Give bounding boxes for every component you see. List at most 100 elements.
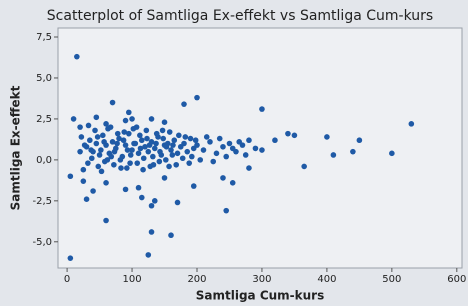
point <box>142 143 148 150</box>
point <box>77 148 83 155</box>
point <box>85 122 92 129</box>
point <box>87 137 93 144</box>
x-tick-label: 100 <box>122 274 141 285</box>
point <box>229 145 236 152</box>
point <box>189 153 195 160</box>
point <box>124 147 131 153</box>
point <box>156 158 163 165</box>
point <box>144 135 150 142</box>
point <box>220 175 226 181</box>
point <box>160 135 167 142</box>
point <box>181 101 187 107</box>
point <box>111 148 118 155</box>
point <box>103 217 109 224</box>
point <box>259 147 265 153</box>
point <box>356 137 363 144</box>
point <box>114 130 121 137</box>
point <box>161 175 168 181</box>
point <box>146 142 153 148</box>
point <box>223 207 230 214</box>
point <box>242 152 249 158</box>
chart-title: Scatterplot of Samtliga Ex-effekt vs Sam… <box>47 8 433 24</box>
point <box>210 158 217 165</box>
point <box>96 152 103 158</box>
point <box>259 106 265 112</box>
point <box>95 163 102 170</box>
point <box>157 148 163 155</box>
point <box>134 160 141 166</box>
plot-area <box>57 27 463 269</box>
point <box>174 199 181 206</box>
point <box>104 157 111 163</box>
point <box>174 150 181 157</box>
point <box>80 166 87 173</box>
point <box>148 202 155 209</box>
point <box>389 150 395 157</box>
point <box>98 147 104 153</box>
point <box>70 116 77 122</box>
point <box>129 116 135 122</box>
point <box>150 161 157 168</box>
point <box>94 134 101 140</box>
point <box>133 124 140 130</box>
point <box>285 130 291 137</box>
point <box>213 150 220 157</box>
point <box>301 163 307 170</box>
point <box>135 150 142 157</box>
point <box>166 163 172 170</box>
point <box>124 165 130 171</box>
point <box>88 147 94 153</box>
point <box>176 132 182 139</box>
x-tick-label: 600 <box>447 274 466 285</box>
y-axis-label: Samtliga Ex-effekt <box>9 85 23 210</box>
point <box>171 137 178 144</box>
point <box>90 188 96 194</box>
point <box>122 117 129 124</box>
point <box>192 137 199 144</box>
point <box>190 183 197 189</box>
point <box>111 161 117 168</box>
point <box>173 161 180 168</box>
point <box>137 145 144 152</box>
point <box>103 121 109 127</box>
point <box>197 157 204 163</box>
point <box>168 232 174 239</box>
y-tick-label: 0,0 <box>36 155 52 166</box>
point <box>330 152 337 158</box>
point <box>127 160 133 166</box>
point <box>125 130 132 137</box>
point <box>187 135 194 142</box>
point <box>153 130 160 137</box>
point <box>207 139 213 145</box>
point <box>159 127 166 134</box>
point <box>88 155 95 162</box>
point <box>246 137 252 144</box>
point <box>114 140 120 147</box>
point <box>108 153 115 160</box>
point <box>109 139 116 145</box>
point <box>150 153 156 160</box>
point <box>161 119 168 125</box>
point <box>182 134 189 140</box>
point <box>117 157 124 163</box>
point <box>67 255 74 261</box>
point <box>291 132 298 139</box>
point <box>118 165 124 171</box>
point <box>272 137 278 144</box>
point <box>129 147 135 153</box>
point <box>140 155 147 162</box>
point <box>186 160 193 166</box>
point <box>85 160 91 166</box>
point <box>131 140 137 147</box>
y-tick-label: 7,5 <box>36 32 52 43</box>
point <box>145 148 152 155</box>
x-tick-label: 300 <box>252 274 271 285</box>
point <box>153 140 159 147</box>
point <box>92 127 98 134</box>
x-tick-label: 400 <box>317 274 336 285</box>
point <box>184 148 191 155</box>
point <box>67 173 74 180</box>
point <box>163 157 169 163</box>
point <box>246 165 252 171</box>
